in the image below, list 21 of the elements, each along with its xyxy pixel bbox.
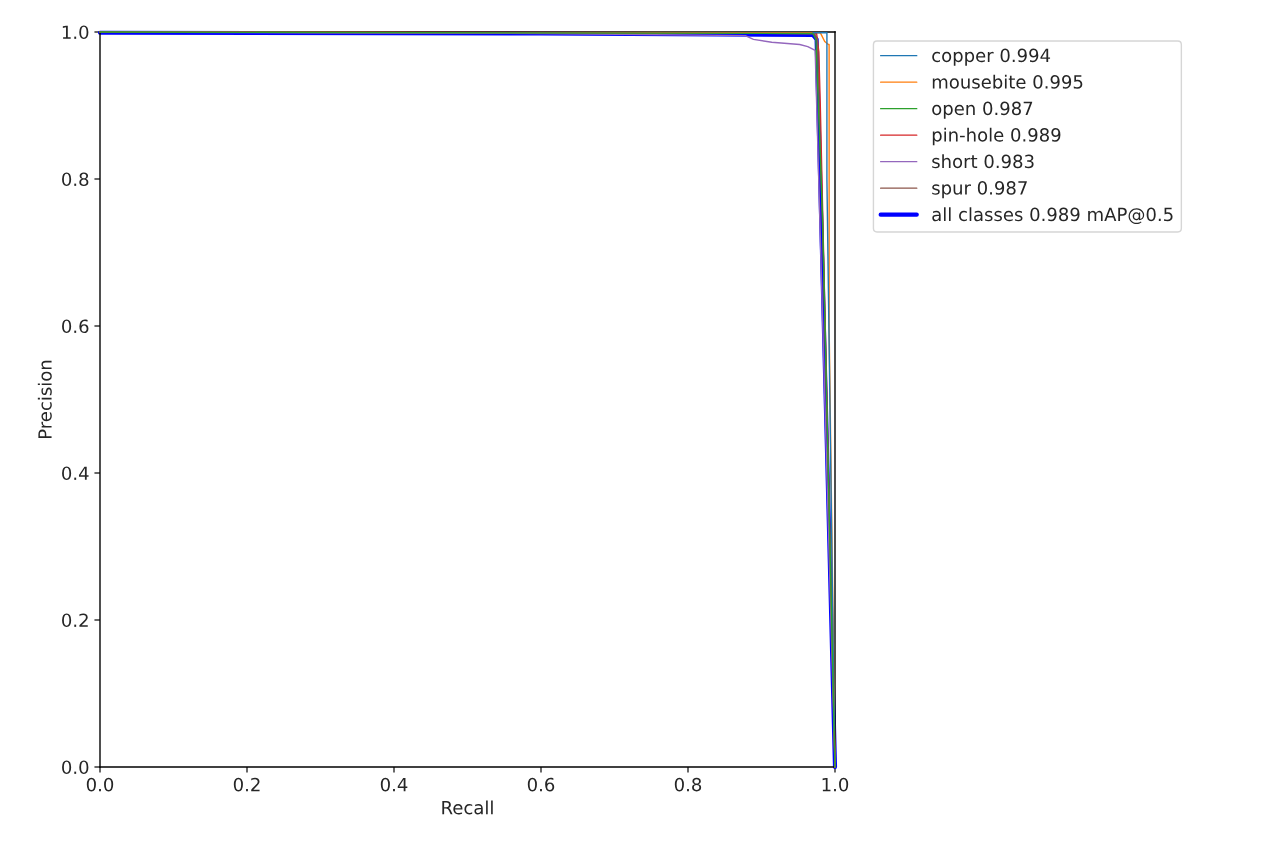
- legend-label: copper 0.994: [932, 48, 1051, 66]
- y-axis-title: Precision: [37, 360, 52, 438]
- y-tick-label: 0.8: [62, 172, 89, 187]
- legend-label: mousebite 0.995: [932, 74, 1083, 89]
- x-axis-title: Recall: [442, 800, 493, 815]
- x-tick-label: 1.0: [822, 777, 849, 792]
- legend-label: pin-hole 0.989: [932, 127, 1061, 146]
- legend-label: spur 0.987: [932, 181, 1027, 199]
- x-tick-label: 0.0: [86, 777, 114, 792]
- legend-label: short 0.983: [932, 154, 1034, 169]
- legend-label: all classes 0.989 mAP@0.5: [932, 207, 1173, 225]
- y-tick-label: 1.0: [62, 25, 89, 40]
- y-tick-label: 0.6: [62, 319, 89, 334]
- legend-label: open 0.987: [932, 101, 1033, 119]
- x-tick-label: 0.6: [527, 777, 555, 792]
- x-tick-label: 0.4: [380, 777, 408, 792]
- x-tick-label: 0.2: [233, 777, 260, 792]
- y-tick-label: 0.4: [62, 466, 89, 481]
- x-tick-label: 0.8: [674, 777, 702, 792]
- y-tick-label: 0.0: [62, 760, 89, 775]
- y-tick-label: 0.2: [62, 613, 88, 628]
